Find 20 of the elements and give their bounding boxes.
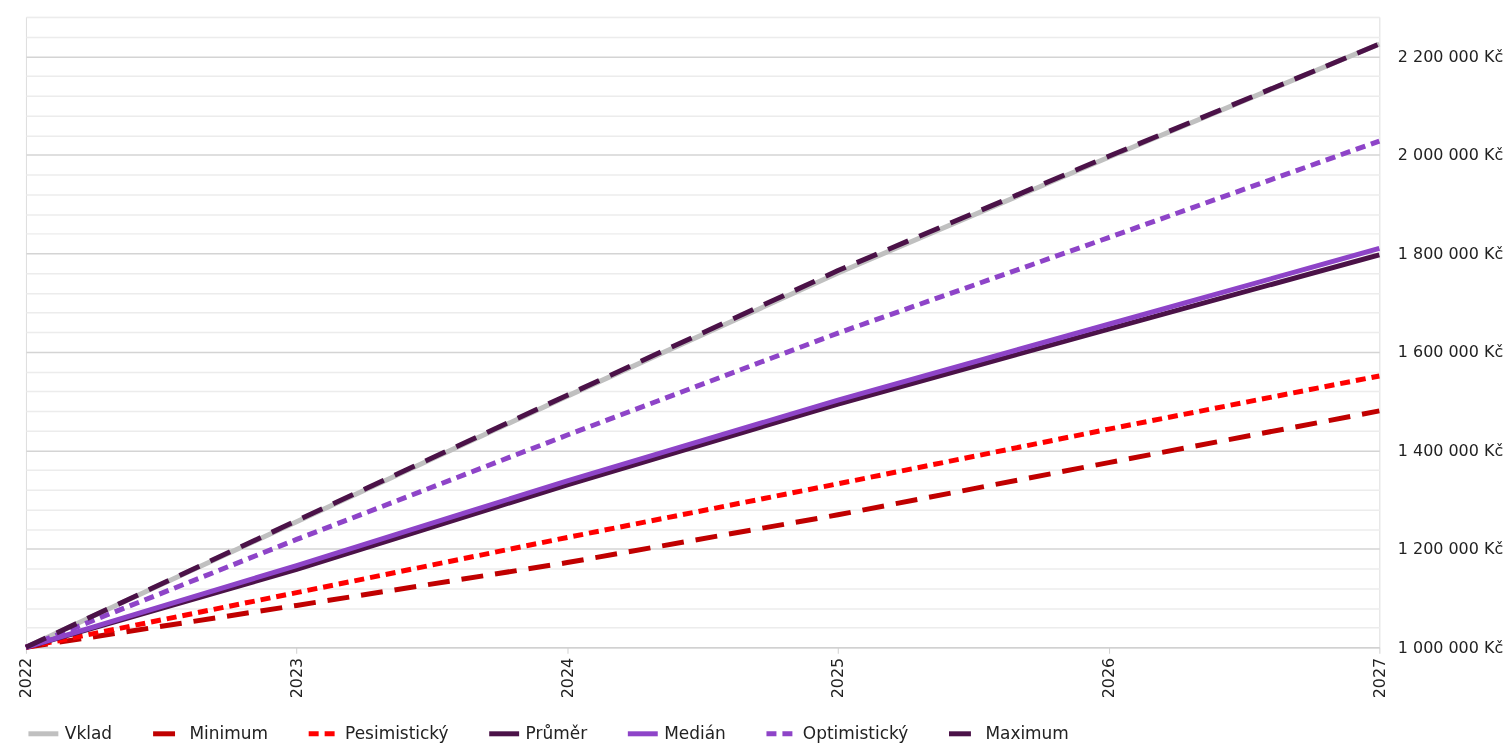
y-tick-label: 1 200 000 Kč [1397,539,1504,559]
y-tick-label: 2 000 000 Kč [1397,145,1504,165]
y-tick-label: 1 600 000 Kč [1397,342,1504,362]
x-tick-label: 2024 [557,657,577,699]
legend-label: Optimistický [802,722,909,743]
legend-label: Maximum [985,722,1069,743]
x-tick-label: 2025 [828,657,848,699]
legend-label: Pesimistický [345,722,449,743]
legend-label: Průměr [525,722,588,743]
legend-label: Vklad [64,722,113,743]
legend-label: Medián [664,722,726,743]
x-tick-label: 2026 [1099,657,1119,699]
y-tick-label: 1 800 000 Kč [1397,243,1504,263]
y-tick-label: 2 200 000 Kč [1397,46,1504,66]
x-tick-label: 2027 [1369,657,1389,699]
y-tick-label: 1 400 000 Kč [1397,440,1504,460]
legend-label: Minimum [189,722,268,743]
y-tick-label: 1 000 000 Kč [1397,637,1504,657]
x-tick-label: 2023 [287,657,307,699]
x-tick-label: 2022 [16,657,36,699]
